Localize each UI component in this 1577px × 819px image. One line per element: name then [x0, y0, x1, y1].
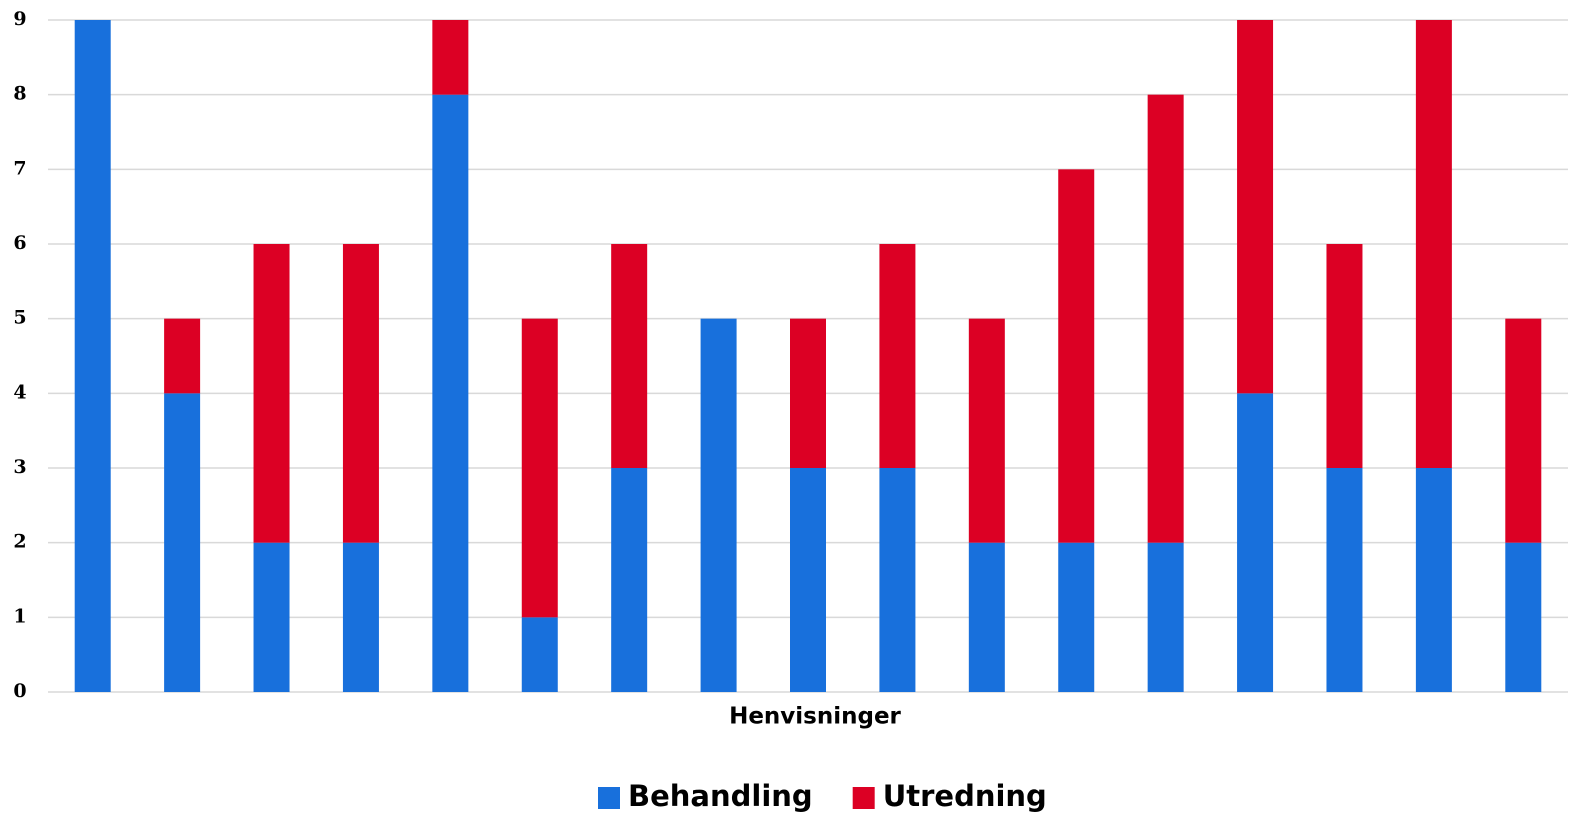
bar-segment: [1326, 468, 1363, 692]
bar-segment: [790, 468, 826, 692]
bar-segment: [1058, 542, 1095, 692]
y-tick-label: 1: [13, 605, 26, 627]
y-tick-label: 3: [13, 456, 26, 478]
bar-segment: [342, 244, 379, 543]
legend-label: Behandling: [628, 779, 813, 813]
bar-segment: [879, 244, 916, 468]
legend-label: Utredning: [883, 779, 1047, 813]
bar-segment: [611, 244, 648, 468]
y-tick-label: 0: [13, 680, 26, 702]
y-tick-label: 5: [13, 307, 26, 329]
bar-segment: [879, 468, 916, 692]
legend-swatch: [598, 787, 620, 809]
bar-segment: [968, 542, 1005, 692]
bar-segment: [1415, 468, 1452, 692]
y-tick-label: 2: [13, 531, 26, 553]
bar-segment: [1505, 318, 1542, 543]
bar-segment: [611, 468, 648, 692]
y-tick-label: 8: [13, 83, 26, 105]
bar-segment: [1058, 169, 1095, 543]
bar-segment: [1237, 393, 1274, 692]
bar-segment: [968, 318, 1005, 543]
bar-segment: [253, 542, 290, 692]
legend-swatch: [852, 787, 875, 809]
bar-segment: [1415, 20, 1452, 468]
bar-segment: [164, 393, 201, 692]
y-tick-label: 9: [13, 8, 26, 30]
bar-segment: [432, 94, 469, 692]
x-axis-label: Henvisninger: [729, 704, 901, 730]
bar-segment: [74, 20, 111, 692]
bar-segment: [521, 318, 558, 618]
bar-segment: [164, 318, 201, 394]
bar-segment: [1147, 94, 1184, 543]
bar-segment: [1147, 542, 1184, 692]
bar-segment: [342, 542, 379, 692]
bar-segment: [1326, 244, 1363, 468]
bar-segment: [700, 318, 737, 692]
bar-segment: [432, 20, 469, 95]
bar-segment: [790, 318, 826, 468]
y-tick-label: 7: [13, 157, 26, 179]
bar-segment: [521, 617, 558, 692]
y-tick-label: 6: [13, 232, 26, 254]
bar-segment: [253, 244, 290, 543]
bar-segment: [1237, 20, 1274, 394]
y-tick-label: 4: [13, 381, 26, 403]
bar-segment: [1505, 542, 1542, 692]
